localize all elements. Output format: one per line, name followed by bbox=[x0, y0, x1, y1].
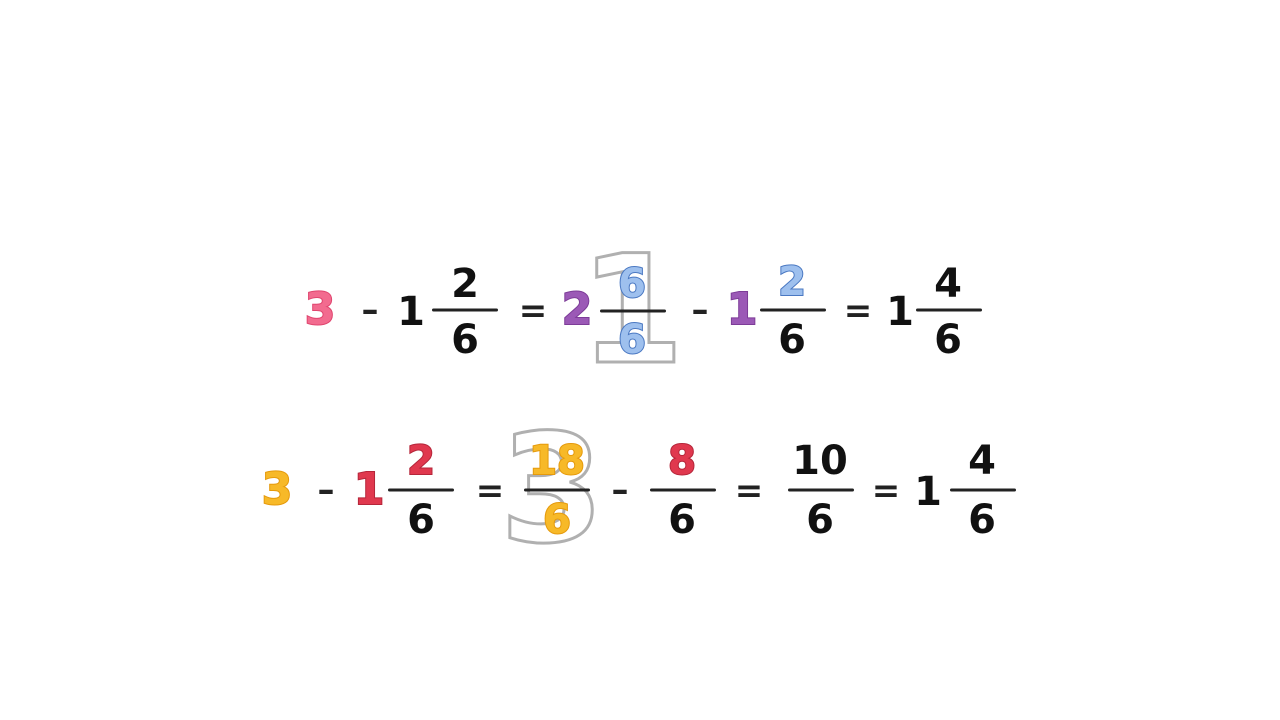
row1-subtrahend-whole: 1 bbox=[397, 289, 425, 335]
row1-regrouped-whole: 2 bbox=[561, 284, 594, 335]
row2-subtrahend-improper-numerator: 8 bbox=[667, 438, 697, 484]
row1-result-whole: 1 bbox=[886, 289, 914, 335]
row1-minuend: 3 bbox=[304, 284, 337, 335]
row2-result-fraction-bar bbox=[950, 488, 1016, 492]
row1-second-subtrahend-fraction-bar bbox=[760, 308, 826, 312]
row2-equals-sign-3: = bbox=[871, 471, 901, 511]
row2-minuend: 3 bbox=[261, 464, 294, 515]
row1-subtrahend-fraction-bar bbox=[432, 308, 498, 312]
row1-regrouped-numerator: 6 bbox=[617, 261, 647, 307]
row2-subtrahend-fraction-bar bbox=[388, 488, 454, 492]
row2-equals-sign: = bbox=[475, 471, 505, 511]
row2-subtrahend-numerator: 2 bbox=[406, 438, 436, 484]
row2-difference-fraction-bar bbox=[788, 488, 854, 492]
row2-minus-sign-2: – bbox=[611, 470, 629, 510]
row1-result-numerator: 4 bbox=[934, 261, 962, 307]
row1-minus-sign: – bbox=[361, 290, 379, 330]
row2-improper-denominator: 6 bbox=[542, 497, 572, 543]
row2-result-denominator: 6 bbox=[968, 497, 996, 543]
row1-regrouped-fraction-bar bbox=[600, 309, 666, 313]
row1-second-subtrahend-numerator: 2 bbox=[777, 259, 807, 305]
row1-equals-sign-2: = bbox=[843, 291, 873, 331]
row2-result-numerator: 4 bbox=[968, 438, 996, 484]
row2-equals-sign-2: = bbox=[734, 471, 764, 511]
row1-second-subtrahend-denominator: 6 bbox=[778, 317, 806, 363]
row2-subtrahend-improper-fraction-bar bbox=[650, 488, 716, 492]
row2-difference-denominator: 6 bbox=[806, 497, 834, 543]
row1-regrouped-denominator: 6 bbox=[617, 317, 647, 363]
row1-equals-sign: = bbox=[518, 291, 548, 331]
row1-result-fraction-bar bbox=[916, 308, 982, 312]
row2-subtrahend-whole: 1 bbox=[353, 464, 386, 515]
row1-second-subtrahend-whole: 1 bbox=[726, 284, 759, 335]
row1-minus-sign-2: – bbox=[691, 290, 709, 330]
row2-subtrahend-denominator: 6 bbox=[407, 497, 435, 543]
row2-subtrahend-improper-denominator: 6 bbox=[668, 497, 696, 543]
row2-result-whole: 1 bbox=[914, 469, 942, 515]
row1-subtrahend-denominator: 6 bbox=[451, 317, 479, 363]
row2-minus-sign: – bbox=[317, 470, 335, 510]
row2-difference-numerator: 10 bbox=[792, 438, 848, 484]
row2-improper-fraction-bar bbox=[524, 488, 590, 492]
row2-improper-numerator: 18 bbox=[528, 438, 586, 484]
row1-result-denominator: 6 bbox=[934, 317, 962, 363]
row1-subtrahend-numerator: 2 bbox=[451, 261, 479, 307]
